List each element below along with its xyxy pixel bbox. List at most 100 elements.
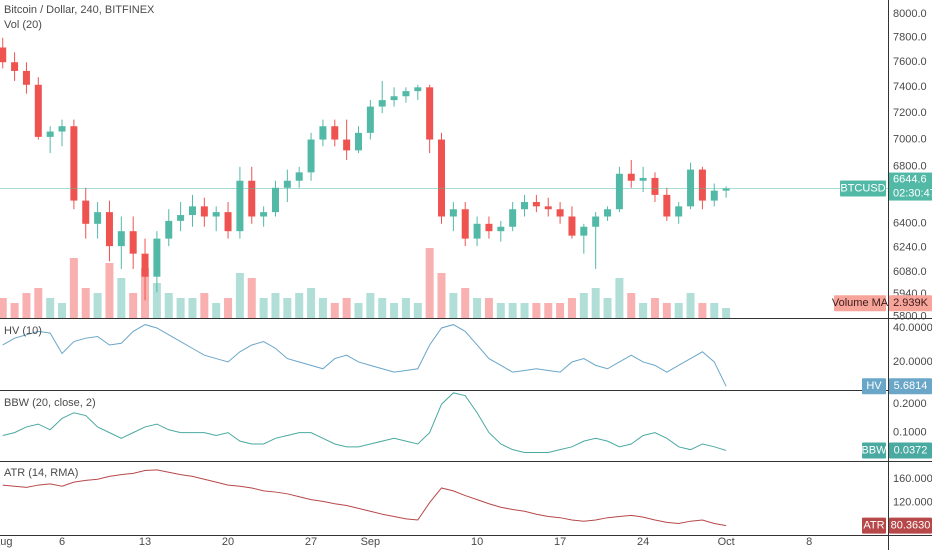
candle-body [639, 177, 647, 181]
indicator-value: 0.0372 [894, 444, 928, 456]
candle-body [82, 200, 90, 224]
candle-body [22, 70, 30, 85]
volume-bar [484, 298, 493, 318]
candle-body [532, 202, 540, 207]
candle-body [378, 100, 386, 107]
indicator-tag-box [862, 442, 886, 459]
volume-bar [188, 298, 197, 318]
volume-bar [662, 303, 671, 318]
candle-body [260, 212, 268, 217]
x-tick-label: 10 [471, 536, 483, 548]
y-tick-label: 7600.0 [893, 56, 927, 68]
candle-body [521, 202, 529, 210]
y-tick-label: 0.2000 [893, 398, 927, 410]
volume-bar [224, 298, 233, 318]
candle-body [271, 187, 279, 213]
volume-bar [342, 298, 351, 318]
volume-bar [437, 273, 446, 318]
candle-body [177, 215, 185, 221]
volume-bar [58, 303, 67, 318]
candle-body [710, 190, 718, 201]
y-tick-label: 40.0000 [893, 322, 932, 334]
x-tick-label: Aug [0, 536, 13, 548]
candle-body [331, 126, 339, 140]
y-tick-label: 20.0000 [893, 356, 932, 368]
indicator-tag: ATR [863, 520, 884, 532]
chart-title: Bitcoin / Dollar, 240, BITFINEX [4, 4, 155, 16]
x-tick-label: 6 [59, 536, 65, 548]
volume-bar [366, 293, 375, 318]
y-tick-label: 120.0000 [893, 496, 932, 508]
candle-body [390, 96, 398, 101]
volume-bar [307, 288, 316, 318]
volume-bar [508, 303, 517, 318]
volume-bar [627, 293, 636, 318]
candle-body [283, 180, 291, 188]
volume-bar [22, 293, 31, 318]
volume-bar [710, 303, 719, 318]
candle-body [319, 126, 327, 140]
candle-body [615, 173, 623, 210]
volume-bar [354, 303, 363, 318]
volume-bar [129, 293, 138, 318]
candle-body [449, 209, 457, 217]
volume-bar [413, 303, 422, 318]
indicator-title: HV (10) [4, 325, 42, 337]
indicator-value-box [889, 378, 932, 395]
y-tick-label: 6400.0 [893, 218, 927, 230]
volume-bar [235, 273, 244, 318]
candle-body [354, 132, 362, 151]
volume-bar [378, 298, 387, 318]
volume-bar [401, 298, 410, 318]
candle-body [497, 226, 505, 232]
volume-bar [271, 293, 280, 318]
candle-body [568, 216, 576, 236]
symbol-tag: BTCUSD [840, 182, 885, 194]
volume-bar [615, 278, 624, 318]
candle-body [698, 169, 706, 201]
candle-body [212, 212, 220, 217]
candle-body [105, 212, 113, 247]
candle-body [236, 180, 244, 232]
volume-bar [164, 293, 173, 318]
volume-bar [117, 278, 126, 318]
x-tick-label: 13 [139, 536, 151, 548]
y-tick-label: 8000.0 [893, 8, 927, 20]
candle-body [366, 106, 374, 133]
candle-body [153, 238, 161, 277]
volume-bar [81, 288, 90, 318]
volume-bar [34, 288, 43, 318]
symbol-tag-box [840, 180, 886, 197]
volume-bar [259, 298, 268, 318]
x-tick-label: 24 [637, 536, 649, 548]
candle-body [627, 173, 635, 181]
x-tick-label: Sep [361, 536, 381, 548]
indicator-tag: BBW [861, 444, 887, 456]
candle-body [295, 172, 303, 181]
volume-bar [473, 298, 482, 318]
volume-bar [556, 303, 565, 318]
y-tick-label: 6800.0 [893, 161, 927, 173]
indicator-title: BBW (20, close, 2) [4, 397, 96, 409]
volume-bar [686, 293, 695, 318]
candle-body [722, 188, 730, 191]
y-tick-label: 160.0000 [893, 473, 932, 485]
volume-bar [93, 293, 102, 318]
candle-body [117, 231, 125, 247]
candle-body [461, 209, 469, 239]
indicator-line [2, 324, 727, 387]
candle-body [58, 126, 66, 132]
candle-body [485, 223, 493, 232]
indicator-line [2, 469, 727, 527]
volume-ma-name: Volume MA [832, 297, 889, 309]
volume-ma-name-box [834, 295, 886, 312]
x-tick-label: 27 [305, 536, 317, 548]
candle-body [0, 47, 7, 63]
x-tick-label: 8 [806, 536, 812, 548]
indicator-title: ATR (14, RMA) [4, 467, 78, 479]
volume-bar [425, 248, 434, 318]
volume-title: Vol (20) [4, 19, 42, 31]
candle-body [34, 84, 42, 137]
candle-body [188, 206, 196, 216]
volume-bar [390, 303, 399, 318]
